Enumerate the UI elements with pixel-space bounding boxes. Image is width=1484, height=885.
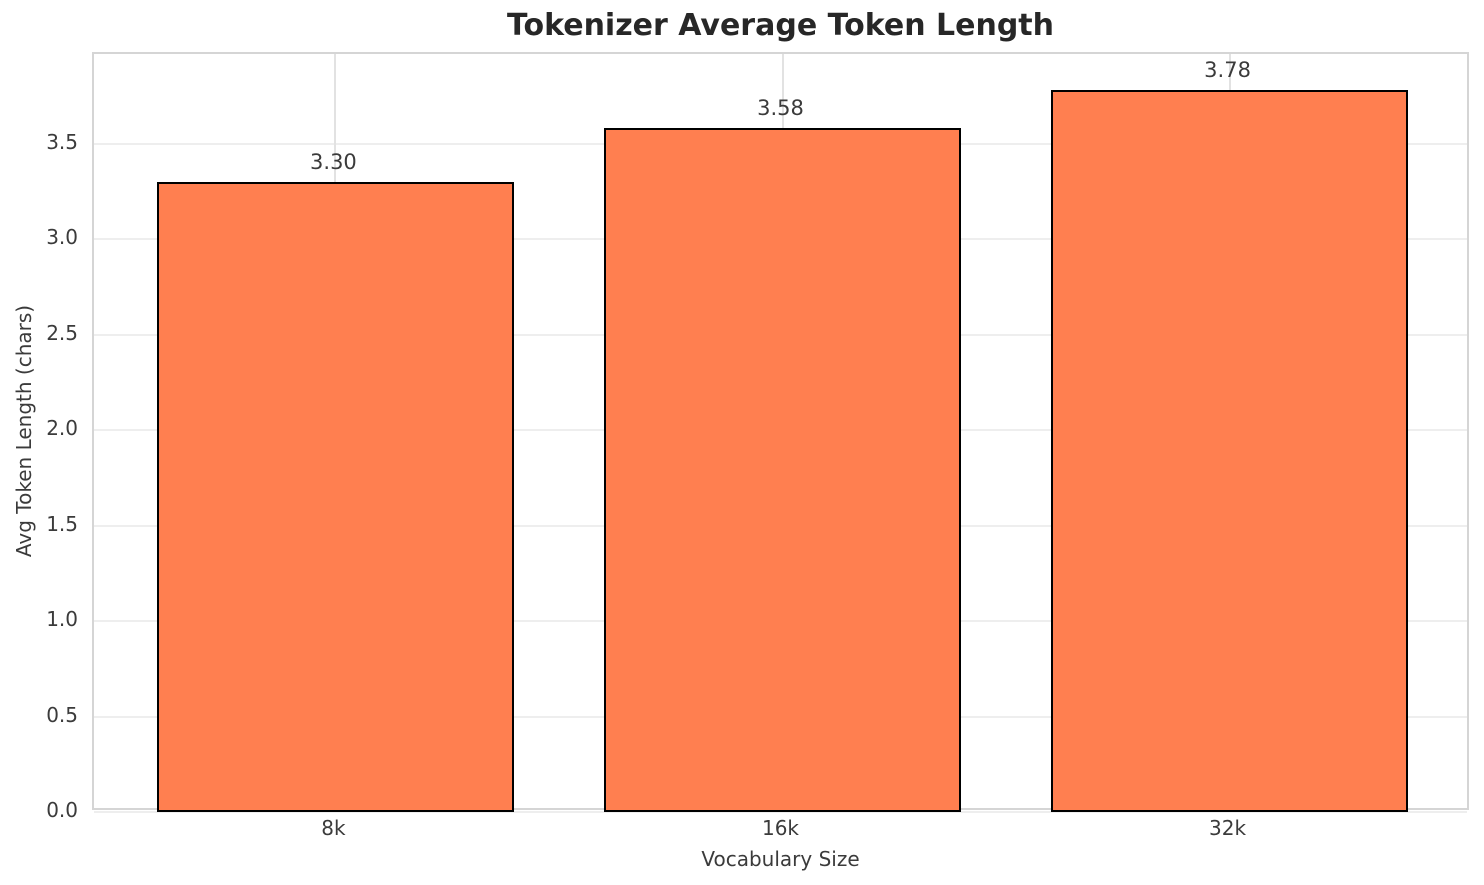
x-tick-label: 16k [761, 816, 800, 840]
x-tick-label: 8k [321, 816, 346, 840]
bar-value-label: 3.78 [1204, 58, 1251, 83]
y-tick-label: 0.0 [46, 798, 78, 822]
x-tick-label: 32k [1209, 816, 1247, 840]
y-tick-label: 1.0 [46, 607, 78, 632]
y-tick-label: 1.5 [46, 511, 78, 536]
y-tick-label: 0.5 [46, 702, 78, 727]
bar-32k [1050, 90, 1409, 812]
chart-title: Tokenizer Average Token Length [506, 8, 1054, 43]
bar-8k [156, 181, 515, 812]
plot-area [92, 52, 1469, 813]
y-tick-label: 3.5 [46, 129, 78, 154]
x-axis-label: Vocabulary Size [701, 847, 860, 871]
bar-16k [603, 128, 962, 812]
y-tick-label: 2.5 [46, 320, 78, 345]
gridline-horizontal [94, 811, 1467, 813]
bar-value-label: 3.58 [757, 96, 804, 121]
y-tick-label: 3.0 [46, 225, 78, 250]
y-tick-label: 2.0 [46, 416, 78, 441]
bar-value-label: 3.30 [310, 149, 357, 174]
y-axis-label: Avg Token Length (chars) [12, 304, 36, 558]
